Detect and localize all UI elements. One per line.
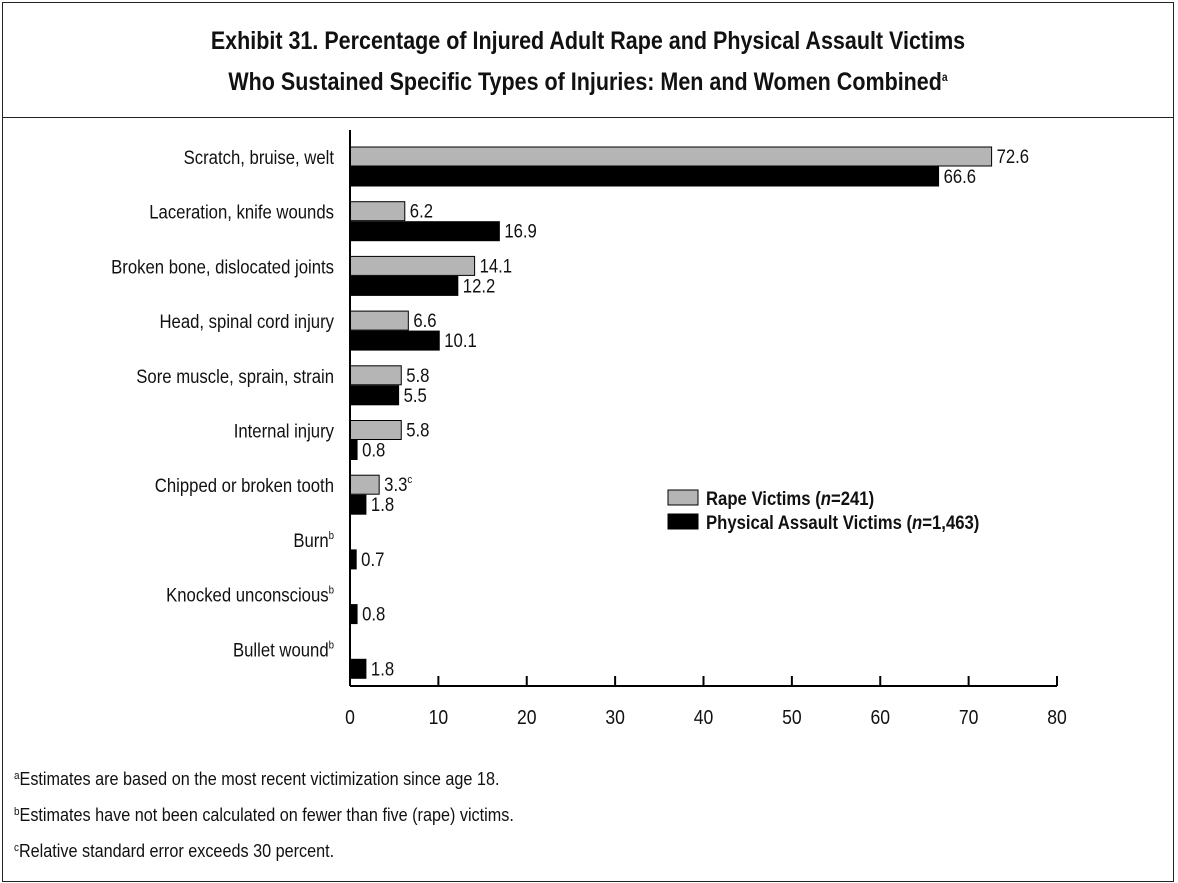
- category-label: Bullet woundb: [233, 639, 334, 660]
- bar-value-label: 5.8: [406, 365, 429, 386]
- category-label: Burnb: [293, 530, 334, 551]
- rape-bar: [349, 365, 402, 386]
- legend-label: Physical Assault Victims (n=1,463): [706, 512, 979, 533]
- footnote-a-marker: a: [14, 770, 20, 782]
- assault-bar: [349, 385, 400, 406]
- bar-value-label: 0.7: [361, 549, 384, 570]
- footnote-c-text: Relative standard error exceeds 30 perce…: [18, 841, 335, 861]
- category-label: Chipped or broken tooth: [155, 475, 334, 496]
- category-label: Laceration, knife wounds: [149, 202, 334, 223]
- category-footnote-marker: b: [329, 585, 335, 597]
- footnotes: aEstimates are based on the most recent …: [14, 760, 569, 868]
- chart-title-line-2: Who Sustained Specific Types of Injuries…: [85, 59, 1091, 100]
- bar-value-label: 72.6: [997, 146, 1030, 167]
- bar-value-label: 3.3c: [384, 474, 412, 495]
- category-label: Scratch, bruise, welt: [184, 147, 334, 168]
- x-tick-label: 40: [694, 706, 714, 728]
- legend-label: Rape Victims (n=241): [706, 488, 874, 509]
- assault-bar: [349, 330, 440, 351]
- assault-bar: [349, 494, 367, 515]
- category-footnote-marker: b: [329, 530, 335, 542]
- footnote-c-marker: c: [14, 842, 19, 854]
- footnote-b-text: Estimates have not been calculated on fe…: [19, 805, 514, 825]
- footnote-a: aEstimates are based on the most recent …: [14, 760, 514, 796]
- legend-label-italic: n: [912, 512, 922, 533]
- bar-value-label: 6.6: [413, 310, 436, 331]
- category-label: Internal injury: [234, 421, 334, 442]
- legend-label-suffix: =241): [831, 488, 874, 509]
- bar-chart: Scratch, bruise, welt 72.6 66.6 Laceration,…: [111, 130, 1067, 728]
- rape-bar: [349, 310, 409, 331]
- chart-title-line-1: Exhibit 31. Percentage of Injured Adult …: [210, 27, 966, 55]
- x-tick-label: 30: [605, 706, 625, 728]
- bar-value-label: 16.9: [504, 221, 537, 242]
- rape-bar: [349, 201, 406, 222]
- bar-value-label: 5.8: [406, 420, 429, 441]
- assault-bar: [349, 604, 358, 625]
- category-label: Head, spinal cord injury: [159, 311, 334, 332]
- title-box: Exhibit 31. Percentage of Injured Adult …: [3, 3, 1173, 118]
- legend-label-prefix: Rape Victims (: [706, 488, 821, 509]
- value-footnote-marker: c: [407, 475, 412, 487]
- assault-bar: [349, 221, 500, 242]
- bar-value-label: 14.1: [480, 255, 513, 276]
- title-footnote-marker: a: [941, 70, 948, 84]
- category-footnote-marker: b: [329, 640, 335, 652]
- x-tick-label: 10: [429, 706, 449, 728]
- x-tick-label: 80: [1047, 706, 1067, 728]
- assault-bar: [349, 275, 459, 296]
- x-tick-label: 50: [782, 706, 802, 728]
- legend-label-suffix: =1,463): [922, 512, 979, 533]
- x-tick-label: 20: [517, 706, 537, 728]
- footnote-c: cRelative standard error exceeds 30 perc…: [14, 832, 514, 868]
- bar-value-label: 0.8: [362, 604, 385, 625]
- bar-value-label: 6.2: [410, 201, 433, 222]
- x-tick-label: 0: [345, 706, 355, 728]
- legend-label-prefix: Physical Assault Victims (: [706, 512, 912, 533]
- x-tick-label: 70: [959, 706, 979, 728]
- footnote-a-text: Estimates are based on the most recent v…: [19, 769, 500, 789]
- chart-title-line-2-text: Who Sustained Specific Types of Injuries…: [228, 68, 942, 96]
- bar-value-label: 1.8: [371, 658, 394, 679]
- rape-bar: [349, 146, 993, 167]
- x-tick-label: 60: [870, 706, 890, 728]
- bar-value-label: 10.1: [444, 330, 477, 351]
- legend-swatch-rape: [667, 489, 699, 506]
- rape-bar: [349, 255, 476, 276]
- rape-bar: [349, 474, 380, 495]
- legend-swatch-assault: [667, 513, 699, 530]
- bar-value-label: 1.8: [371, 494, 394, 515]
- assault-bar: [349, 166, 940, 187]
- bar-value-label: 0.8: [362, 440, 385, 461]
- bar-value-label: 5.5: [404, 385, 427, 406]
- assault-bar: [349, 658, 367, 679]
- bar-value-label: 12.2: [463, 275, 496, 296]
- category-label: Knocked unconsciousb: [166, 585, 334, 606]
- footnote-b-marker: b: [14, 806, 20, 818]
- footnote-b: bEstimates have not been calculated on f…: [14, 796, 514, 832]
- rape-bar: [349, 420, 402, 440]
- category-label: Sore muscle, sprain, strain: [136, 366, 334, 387]
- bar-value-label: 66.6: [944, 166, 977, 187]
- category-label: Broken bone, dislocated joints: [111, 256, 334, 277]
- legend-label-italic: n: [821, 488, 831, 509]
- assault-bar: [349, 440, 358, 460]
